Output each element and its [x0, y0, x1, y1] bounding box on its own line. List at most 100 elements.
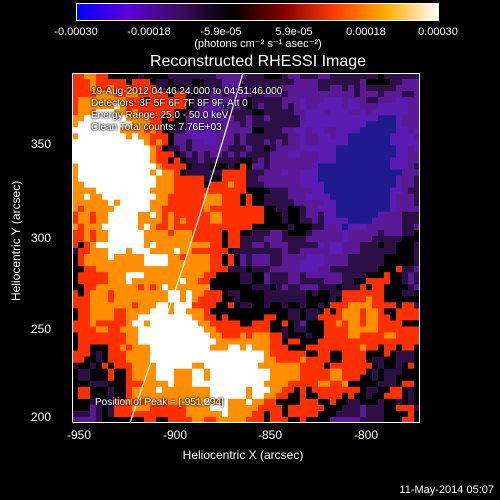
- heatmap-cell: [402, 350, 409, 358]
- heatmap-cell: [402, 254, 409, 261]
- heatmap-cell: [300, 241, 307, 249]
- heatmap-cell: [216, 326, 223, 334]
- heatmap-cell: [198, 284, 205, 291]
- heatmap-cell: [396, 386, 403, 394]
- heatmap-cell: [372, 157, 379, 165]
- heatmap-cell: [186, 260, 193, 267]
- heatmap-cell: [222, 302, 229, 310]
- heatmap-cell: [108, 175, 115, 183]
- heatmap-cell: [78, 398, 85, 406]
- heatmap-cell: [282, 290, 289, 297]
- heatmap-cell: [330, 266, 337, 273]
- heatmap-cell: [414, 386, 420, 394]
- heatmap-cell: [312, 169, 319, 177]
- heatmap-cell: [96, 260, 103, 267]
- heatmap-cell: [216, 386, 223, 394]
- heatmap-cell: [174, 278, 181, 285]
- heatmap-cell: [366, 121, 373, 129]
- heatmap-cell: [300, 296, 307, 304]
- heatmap-cell: [114, 175, 121, 183]
- heatmap-cell: [390, 169, 397, 177]
- heatmap-cell: [210, 211, 217, 219]
- heatmap-cell: [300, 374, 307, 382]
- heatmap-cell: [300, 223, 307, 231]
- heatmap-cell: [192, 235, 199, 243]
- heatmap-cell: [330, 290, 337, 297]
- heatmap-cell: [252, 103, 259, 110]
- heatmap-cell: [114, 320, 121, 328]
- heatmap-cell: [174, 416, 181, 423]
- heatmap-cell: [234, 404, 241, 412]
- heatmap-cell: [246, 350, 253, 358]
- heatmap-cell: [408, 404, 415, 412]
- heatmap-cell: [72, 127, 79, 135]
- heatmap-cell: [180, 374, 187, 382]
- heatmap-cell: [120, 296, 127, 304]
- heatmap-cell: [120, 133, 127, 141]
- heatmap-cell: [234, 205, 241, 213]
- heatmap-cell: [144, 211, 151, 219]
- x-axis-label: Heliocentric X (arcsec): [182, 448, 304, 462]
- heatmap-cell: [402, 392, 409, 400]
- heatmap-cell: [168, 115, 175, 122]
- heatmap-cell: [372, 410, 379, 418]
- heatmap-cell: [324, 284, 331, 291]
- heatmap-cell: [138, 272, 145, 279]
- heatmap-cell: [330, 248, 337, 255]
- heatmap-cell: [234, 344, 241, 352]
- heatmap-cell: [222, 320, 229, 328]
- heatmap-cell: [132, 121, 139, 129]
- heatmap-cell: [300, 254, 307, 261]
- heatmap-cell: [180, 308, 187, 316]
- heatmap-cell: [180, 368, 187, 376]
- heatmap-cell: [180, 332, 187, 340]
- heatmap-cell: [252, 248, 259, 255]
- heatmap-cell: [258, 320, 265, 328]
- heatmap-cell: [150, 266, 157, 273]
- heatmap-cell: [150, 103, 157, 110]
- heatmap-cell: [384, 169, 391, 177]
- heatmap-cell: [216, 314, 223, 322]
- heatmap-cell: [150, 296, 157, 304]
- x-tick-2: -900: [162, 428, 188, 442]
- heatmap-cell: [324, 205, 331, 213]
- heatmap-cell: [348, 254, 355, 261]
- heatmap-cell: [186, 404, 193, 412]
- heatmap-cell: [294, 308, 301, 316]
- heatmap-cell: [162, 223, 169, 231]
- heatmap-cell: [120, 199, 127, 207]
- heatmap-cell: [288, 380, 295, 388]
- heatmap-cell: [300, 260, 307, 267]
- heatmap-cell: [84, 151, 91, 159]
- heatmap-cell: [288, 85, 295, 92]
- heatmap-cell: [186, 398, 193, 406]
- heatmap-cell: [174, 133, 181, 141]
- heatmap-cell: [252, 260, 259, 267]
- heatmap-cell: [300, 302, 307, 310]
- heatmap-cell: [384, 79, 391, 86]
- heatmap-cell: [114, 145, 121, 153]
- heatmap-cell: [72, 199, 79, 207]
- heatmap-cell: [228, 416, 235, 423]
- heatmap-cell: [414, 374, 420, 382]
- heatmap-cell: [276, 139, 283, 147]
- heatmap-cell: [270, 73, 277, 80]
- heatmap-cell: [234, 320, 241, 328]
- heatmap-cell: [402, 109, 409, 116]
- heatmap-cell: [186, 344, 193, 352]
- heatmap-cell: [342, 356, 349, 364]
- heatmap-cell: [348, 314, 355, 322]
- heatmap-cell: [306, 326, 313, 334]
- heatmap-cell: [252, 392, 259, 400]
- heatmap-cell: [294, 284, 301, 291]
- heatmap-cell: [198, 115, 205, 122]
- heatmap-cell: [144, 380, 151, 388]
- heatmap-cell: [78, 386, 85, 394]
- heatmap-cell: [102, 338, 109, 346]
- heatmap-cell: [354, 97, 361, 104]
- heatmap-cell: [228, 356, 235, 364]
- heatmap-cell: [234, 410, 241, 418]
- heatmap-cell: [240, 217, 247, 225]
- heatmap-cell: [162, 278, 169, 285]
- heatmap-cell: [354, 356, 361, 364]
